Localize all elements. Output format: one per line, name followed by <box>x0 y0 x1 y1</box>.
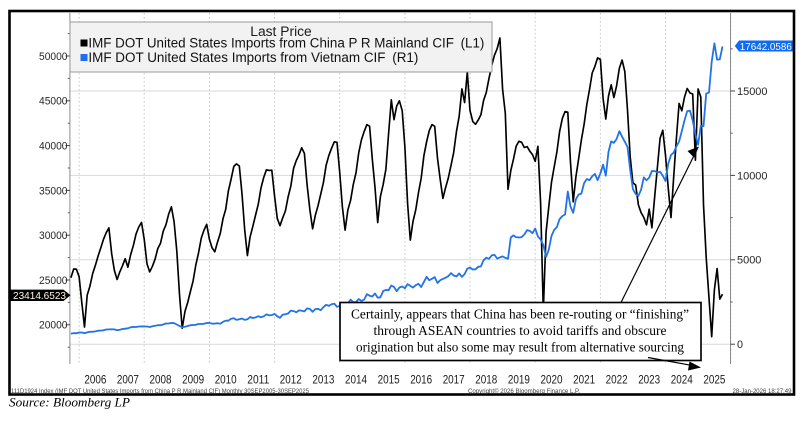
svg-text:2019: 2019 <box>508 373 530 387</box>
svg-text:2010: 2010 <box>215 373 237 387</box>
svg-text:2014: 2014 <box>345 373 367 387</box>
svg-text:2015: 2015 <box>378 373 400 387</box>
svg-text:2011: 2011 <box>247 373 269 387</box>
svg-text:5000: 5000 <box>737 255 761 267</box>
svg-text:Copyright© 2026 Bloomberg Fina: Copyright© 2026 Bloomberg Finance L.P. <box>468 387 580 395</box>
svg-text:origination but also some may: origination but also some may result fro… <box>356 340 684 355</box>
svg-text:2012: 2012 <box>280 373 302 387</box>
svg-text:40000: 40000 <box>39 141 68 153</box>
svg-text:IMF DOT United States Imports: IMF DOT United States Imports from Vietn… <box>88 50 418 65</box>
svg-text:20000: 20000 <box>39 320 68 332</box>
svg-text:2008: 2008 <box>150 373 172 387</box>
svg-text:Certainly, appears that China: Certainly, appears that China has been r… <box>351 307 689 322</box>
svg-text:2013: 2013 <box>312 373 334 387</box>
svg-text:17642.0586: 17642.0586 <box>740 42 792 53</box>
svg-text:10000: 10000 <box>737 170 768 182</box>
svg-text:35000: 35000 <box>39 185 68 197</box>
svg-text:2007: 2007 <box>117 373 139 387</box>
svg-text:25000: 25000 <box>39 275 68 287</box>
svg-text:2022: 2022 <box>606 373 628 387</box>
svg-text:0: 0 <box>737 339 743 351</box>
svg-text:15000: 15000 <box>737 86 768 98</box>
svg-text:Last Price: Last Price <box>250 24 312 39</box>
svg-text:30000: 30000 <box>39 230 68 242</box>
svg-text:23414.6523: 23414.6523 <box>13 291 66 302</box>
svg-text:28-Jan-2026 18:27:49: 28-Jan-2026 18:27:49 <box>733 388 792 395</box>
svg-text:50000: 50000 <box>39 51 68 63</box>
svg-text:Source: Bloomberg LP: Source: Bloomberg LP <box>9 396 131 410</box>
svg-text:2021: 2021 <box>573 373 595 387</box>
svg-text:IMF DOT United States Imports: IMF DOT United States Imports from China… <box>88 36 484 51</box>
svg-text:2016: 2016 <box>410 373 432 387</box>
svg-text:2025: 2025 <box>703 373 725 387</box>
svg-text:2018: 2018 <box>475 373 497 387</box>
svg-text:2020: 2020 <box>541 373 563 387</box>
svg-text:2024: 2024 <box>671 373 693 387</box>
svg-text:111D1924 Index (IMF DOT United: 111D1924 Index (IMF DOT United States Im… <box>11 388 309 395</box>
svg-text:2006: 2006 <box>84 373 106 387</box>
svg-text:2017: 2017 <box>443 373 465 387</box>
svg-text:through ASEAN countries to avo: through ASEAN countries to avoid tariffs… <box>374 323 667 338</box>
svg-text:2023: 2023 <box>638 373 660 387</box>
svg-text:2009: 2009 <box>182 373 204 387</box>
svg-text:45000: 45000 <box>39 96 68 108</box>
